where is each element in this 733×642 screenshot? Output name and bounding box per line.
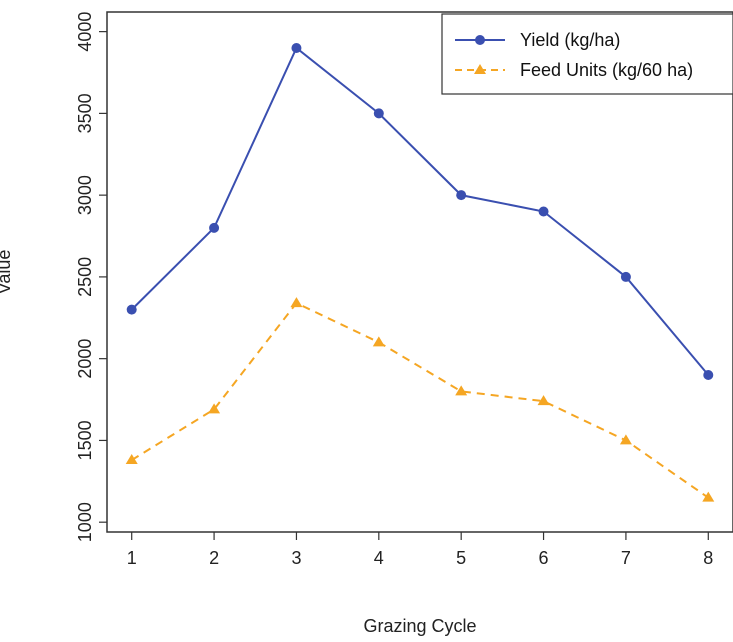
x-tick-label: 7 <box>621 548 631 568</box>
x-tick-label: 3 <box>291 548 301 568</box>
y-tick-label: 3000 <box>75 175 95 215</box>
x-tick-label: 5 <box>456 548 466 568</box>
legend-item-yield: Yield (kg/ha) <box>455 30 620 50</box>
legend-item-feed-units: Feed Units (kg/60 ha) <box>455 60 693 80</box>
data-point <box>537 395 550 406</box>
data-point <box>126 304 137 315</box>
legend-yield-marker <box>475 35 485 45</box>
series-line-0 <box>131 46 710 376</box>
y-tick-label: 2500 <box>75 257 95 297</box>
y-tick-label: 1000 <box>75 502 95 542</box>
data-point <box>290 297 303 308</box>
y-tick-label: 2000 <box>75 339 95 379</box>
data-point <box>209 222 220 233</box>
x-tick-label: 8 <box>703 548 713 568</box>
y-axis-title: Value <box>0 250 14 295</box>
legend-feed-label: Feed Units (kg/60 ha) <box>520 60 693 80</box>
x-tick-label: 6 <box>539 548 549 568</box>
data-point <box>703 370 714 381</box>
data-point <box>620 271 631 282</box>
data-point <box>538 206 549 217</box>
x-tick-label: 4 <box>374 548 384 568</box>
legend-feed-marker <box>474 64 486 74</box>
data-point <box>373 108 384 119</box>
data-point <box>456 190 467 201</box>
legend-box <box>441 13 733 95</box>
y-tick-label: 3500 <box>75 93 95 133</box>
x-tick-label: 2 <box>209 548 219 568</box>
x-axis-title: Grazing Cycle <box>363 616 476 636</box>
y-tick-label: 4000 <box>75 12 95 52</box>
data-point <box>125 454 138 465</box>
y-axis: 1000 1500 2000 2500 3000 3500 4000 <box>75 12 107 542</box>
legend-yield-label: Yield (kg/ha) <box>520 30 620 50</box>
x-axis: 1 2 3 4 5 6 7 8 <box>127 532 713 568</box>
legend: Yield (kg/ha) Feed Units (kg/60 ha) <box>441 13 733 95</box>
data-point <box>208 403 221 414</box>
y-tick-label: 1500 <box>75 420 95 460</box>
data-point <box>291 42 302 53</box>
x-tick-label: 1 <box>127 548 137 568</box>
data-point <box>372 336 385 347</box>
plot-frame <box>106 11 733 533</box>
series-line-1 <box>131 301 709 499</box>
data-point <box>619 434 632 445</box>
data-point <box>455 385 468 396</box>
data-point <box>702 491 715 502</box>
series-layer <box>125 42 715 502</box>
